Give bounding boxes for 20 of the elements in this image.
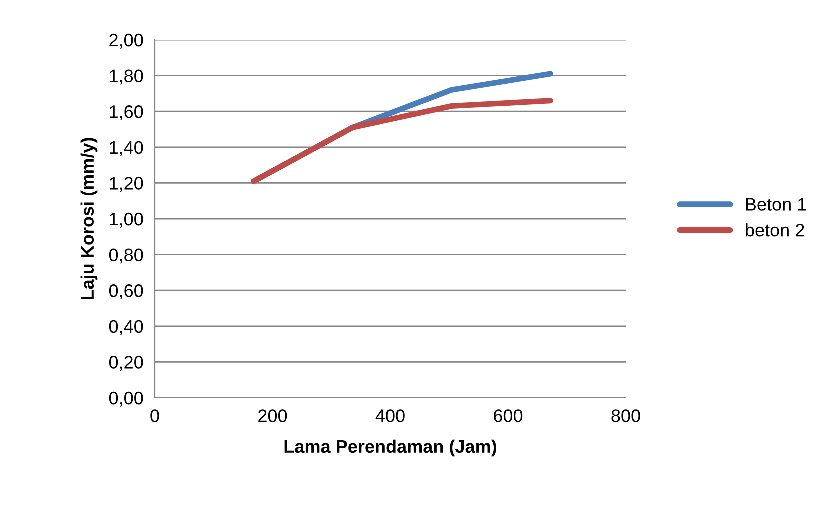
y-tick-label: 1,80 <box>110 70 144 85</box>
x-tick-label: 800 <box>612 410 640 422</box>
y-tick-label: 2,00 <box>110 34 144 49</box>
y-tick-label: 1,00 <box>110 212 144 228</box>
legend-label: Beton 1 <box>746 198 806 211</box>
x-tick-label: 600 <box>494 410 523 422</box>
legend-label: beton 2 <box>746 224 804 237</box>
y-axis-title: Laju Korosi (mm/y) <box>80 138 98 300</box>
y-tick-label: 1,20 <box>110 177 144 192</box>
y-tick-label: 0,20 <box>109 356 144 372</box>
y-tick-label: 1,60 <box>110 106 144 120</box>
y-tick-label: 0,60 <box>109 284 144 300</box>
y-tick-label: 0,00 <box>109 392 144 407</box>
x-axis-title: Lama Perendaman (Jam) <box>284 440 496 457</box>
y-tick-label: 0,80 <box>109 248 144 264</box>
x-tick-label: 400 <box>376 410 405 422</box>
y-tick-label: 1,40 <box>110 141 144 156</box>
x-tick-label: 0 <box>150 410 160 422</box>
y-tick-label: 0,40 <box>109 320 144 336</box>
x-tick-label: 200 <box>258 410 288 422</box>
